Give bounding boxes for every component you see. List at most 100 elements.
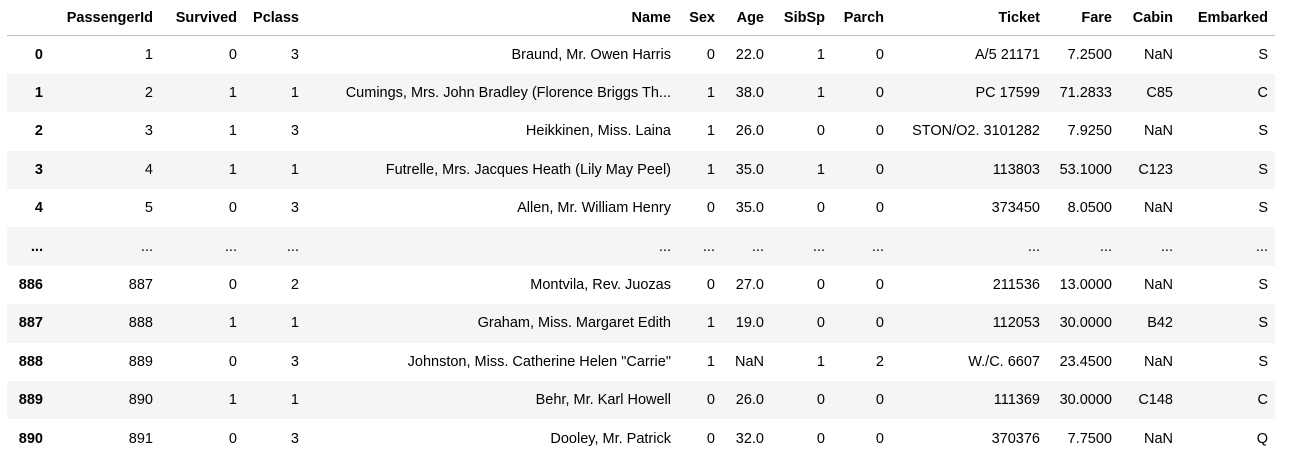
cell-sex: 1 [706, 123, 715, 140]
cell-parch: 0 [875, 392, 884, 409]
cell-cabin: NaN [1143, 200, 1173, 217]
table-row: 3 4 1 1 Futrelle, Mrs. Jacques Heath (Lily M… [7, 150, 1275, 190]
cell-age: 26.0 [735, 123, 764, 140]
column-header-pclass: Pclass [244, 0, 306, 36]
row-index: 0 [34, 46, 43, 63]
cell-age: 38.0 [735, 85, 764, 102]
cell-parch: ... [871, 238, 884, 255]
cell-survived: 0 [228, 430, 237, 447]
cell-survived: 1 [228, 315, 237, 332]
cell-parch: 0 [875, 200, 884, 217]
row-index: 1 [34, 85, 43, 102]
cell-embarked: S [1258, 161, 1268, 178]
cell-embarked: S [1258, 353, 1268, 370]
cell-ticket: 373450 [991, 200, 1040, 217]
cell-survived: 1 [228, 161, 237, 178]
cell-passengerid: 888 [128, 315, 153, 332]
cell-cabin: NaN [1143, 430, 1173, 447]
cell-pclass: ... [286, 238, 299, 255]
cell-parch: 0 [875, 315, 884, 332]
cell-ticket: A/5 21171 [974, 46, 1040, 63]
cell-survived: 0 [228, 200, 237, 217]
column-header-survived: Survived [160, 0, 244, 36]
cell-age: 26.0 [735, 392, 764, 409]
cell-name: Futrelle, Mrs. Jacques Heath (Lily May P… [385, 161, 671, 178]
row-index: 889 [18, 392, 43, 409]
cell-sex: 1 [706, 85, 715, 102]
cell-pclass: 3 [290, 353, 299, 370]
column-header-cabin: Cabin [1119, 0, 1180, 36]
cell-name: Montvila, Rev. Juozas [530, 277, 671, 294]
cell-fare: 30.0000 [1059, 315, 1112, 332]
cell-cabin: B42 [1147, 315, 1173, 332]
cell-fare: 23.4500 [1059, 353, 1112, 370]
cell-embarked: C [1257, 85, 1268, 102]
cell-sibsp: 1 [816, 46, 825, 63]
cell-passengerid: 5 [144, 200, 153, 217]
cell-sex: 0 [706, 46, 715, 63]
cell-pclass: 3 [290, 200, 299, 217]
column-header-name: Name [306, 0, 678, 36]
cell-fare: 7.7500 [1067, 430, 1112, 447]
cell-survived: 0 [228, 46, 237, 63]
table-row: 2 3 1 3 Heikkinen, Miss. Laina 1 26.0 0 0 STON/O2… [7, 112, 1275, 150]
cell-ticket: 113803 [992, 161, 1040, 178]
row-index: 888 [18, 353, 43, 370]
cell-pclass: 1 [290, 392, 299, 409]
cell-fare: 53.1000 [1059, 161, 1112, 178]
cell-name: Cumings, Mrs. John Bradley (Florence Bri… [345, 85, 671, 102]
row-index: 2 [34, 123, 43, 140]
dataframe-table: PassengerId Survived Pclass Name Sex Age SibSp… [7, 0, 1275, 458]
cell-embarked: S [1258, 200, 1268, 217]
cell-fare: 71.2833 [1059, 85, 1112, 102]
cell-name: Heikkinen, Miss. Laina [525, 123, 671, 140]
cell-ticket: ... [1027, 238, 1040, 255]
cell-sex: 1 [706, 315, 715, 332]
cell-parch: 0 [875, 430, 884, 447]
cell-ticket: 211536 [992, 277, 1040, 294]
table-row: 888 889 0 3 Johnston, Miss. Catherine Helen … [7, 343, 1275, 381]
cell-age: 35.0 [735, 200, 764, 217]
cell-ticket: STON/O2. 3101282 [912, 123, 1040, 140]
cell-embarked: Q [1256, 430, 1268, 447]
table-row: 1 2 1 1 Cumings, Mrs. John Bradley (Florence… [7, 73, 1275, 113]
cell-pclass: 1 [290, 161, 299, 178]
row-index: 4 [34, 200, 43, 217]
cell-name: Graham, Miss. Margaret Edith [477, 315, 671, 332]
cell-pclass: 3 [290, 430, 299, 447]
cell-passengerid: 889 [128, 353, 153, 370]
row-index: 3 [34, 161, 43, 178]
cell-name: Dooley, Mr. Patrick [550, 430, 671, 447]
column-header-sex: Sex [678, 0, 722, 36]
row-index: 887 [18, 315, 43, 332]
cell-sibsp: 0 [816, 392, 825, 409]
table-body: 0 1 0 3 Braund, Mr. Owen Harris 0 22.0 1 0 A/5 21… [7, 36, 1275, 458]
cell-fare: 7.2500 [1067, 46, 1112, 63]
cell-name: ... [658, 238, 671, 255]
cell-cabin: C85 [1146, 85, 1173, 102]
cell-age: ... [751, 238, 764, 255]
cell-sibsp: 0 [816, 315, 825, 332]
cell-pclass: 1 [290, 315, 299, 332]
cell-sex: 1 [706, 161, 715, 178]
cell-sibsp: 1 [816, 161, 825, 178]
cell-name: Allen, Mr. William Henry [517, 200, 671, 217]
cell-fare: 30.0000 [1059, 392, 1112, 409]
cell-parch: 2 [875, 353, 884, 370]
row-index: ... [30, 238, 43, 255]
table-row: 4 5 0 3 Allen, Mr. William Henry 0 35.0 0 0 37345… [7, 189, 1275, 227]
row-index: 886 [18, 277, 43, 294]
column-header-age: Age [722, 0, 771, 36]
cell-embarked: ... [1255, 238, 1268, 255]
cell-embarked: S [1258, 123, 1268, 140]
cell-name: Johnston, Miss. Catherine Helen "Carrie" [407, 353, 671, 370]
cell-age: NaN [734, 353, 764, 370]
cell-passengerid: 891 [128, 430, 153, 447]
cell-embarked: S [1258, 315, 1268, 332]
cell-fare: ... [1099, 238, 1112, 255]
cell-sibsp: 1 [816, 85, 825, 102]
cell-sibsp: ... [812, 238, 825, 255]
cell-embarked: S [1258, 277, 1268, 294]
cell-sex: 0 [706, 277, 715, 294]
cell-pclass: 3 [290, 46, 299, 63]
